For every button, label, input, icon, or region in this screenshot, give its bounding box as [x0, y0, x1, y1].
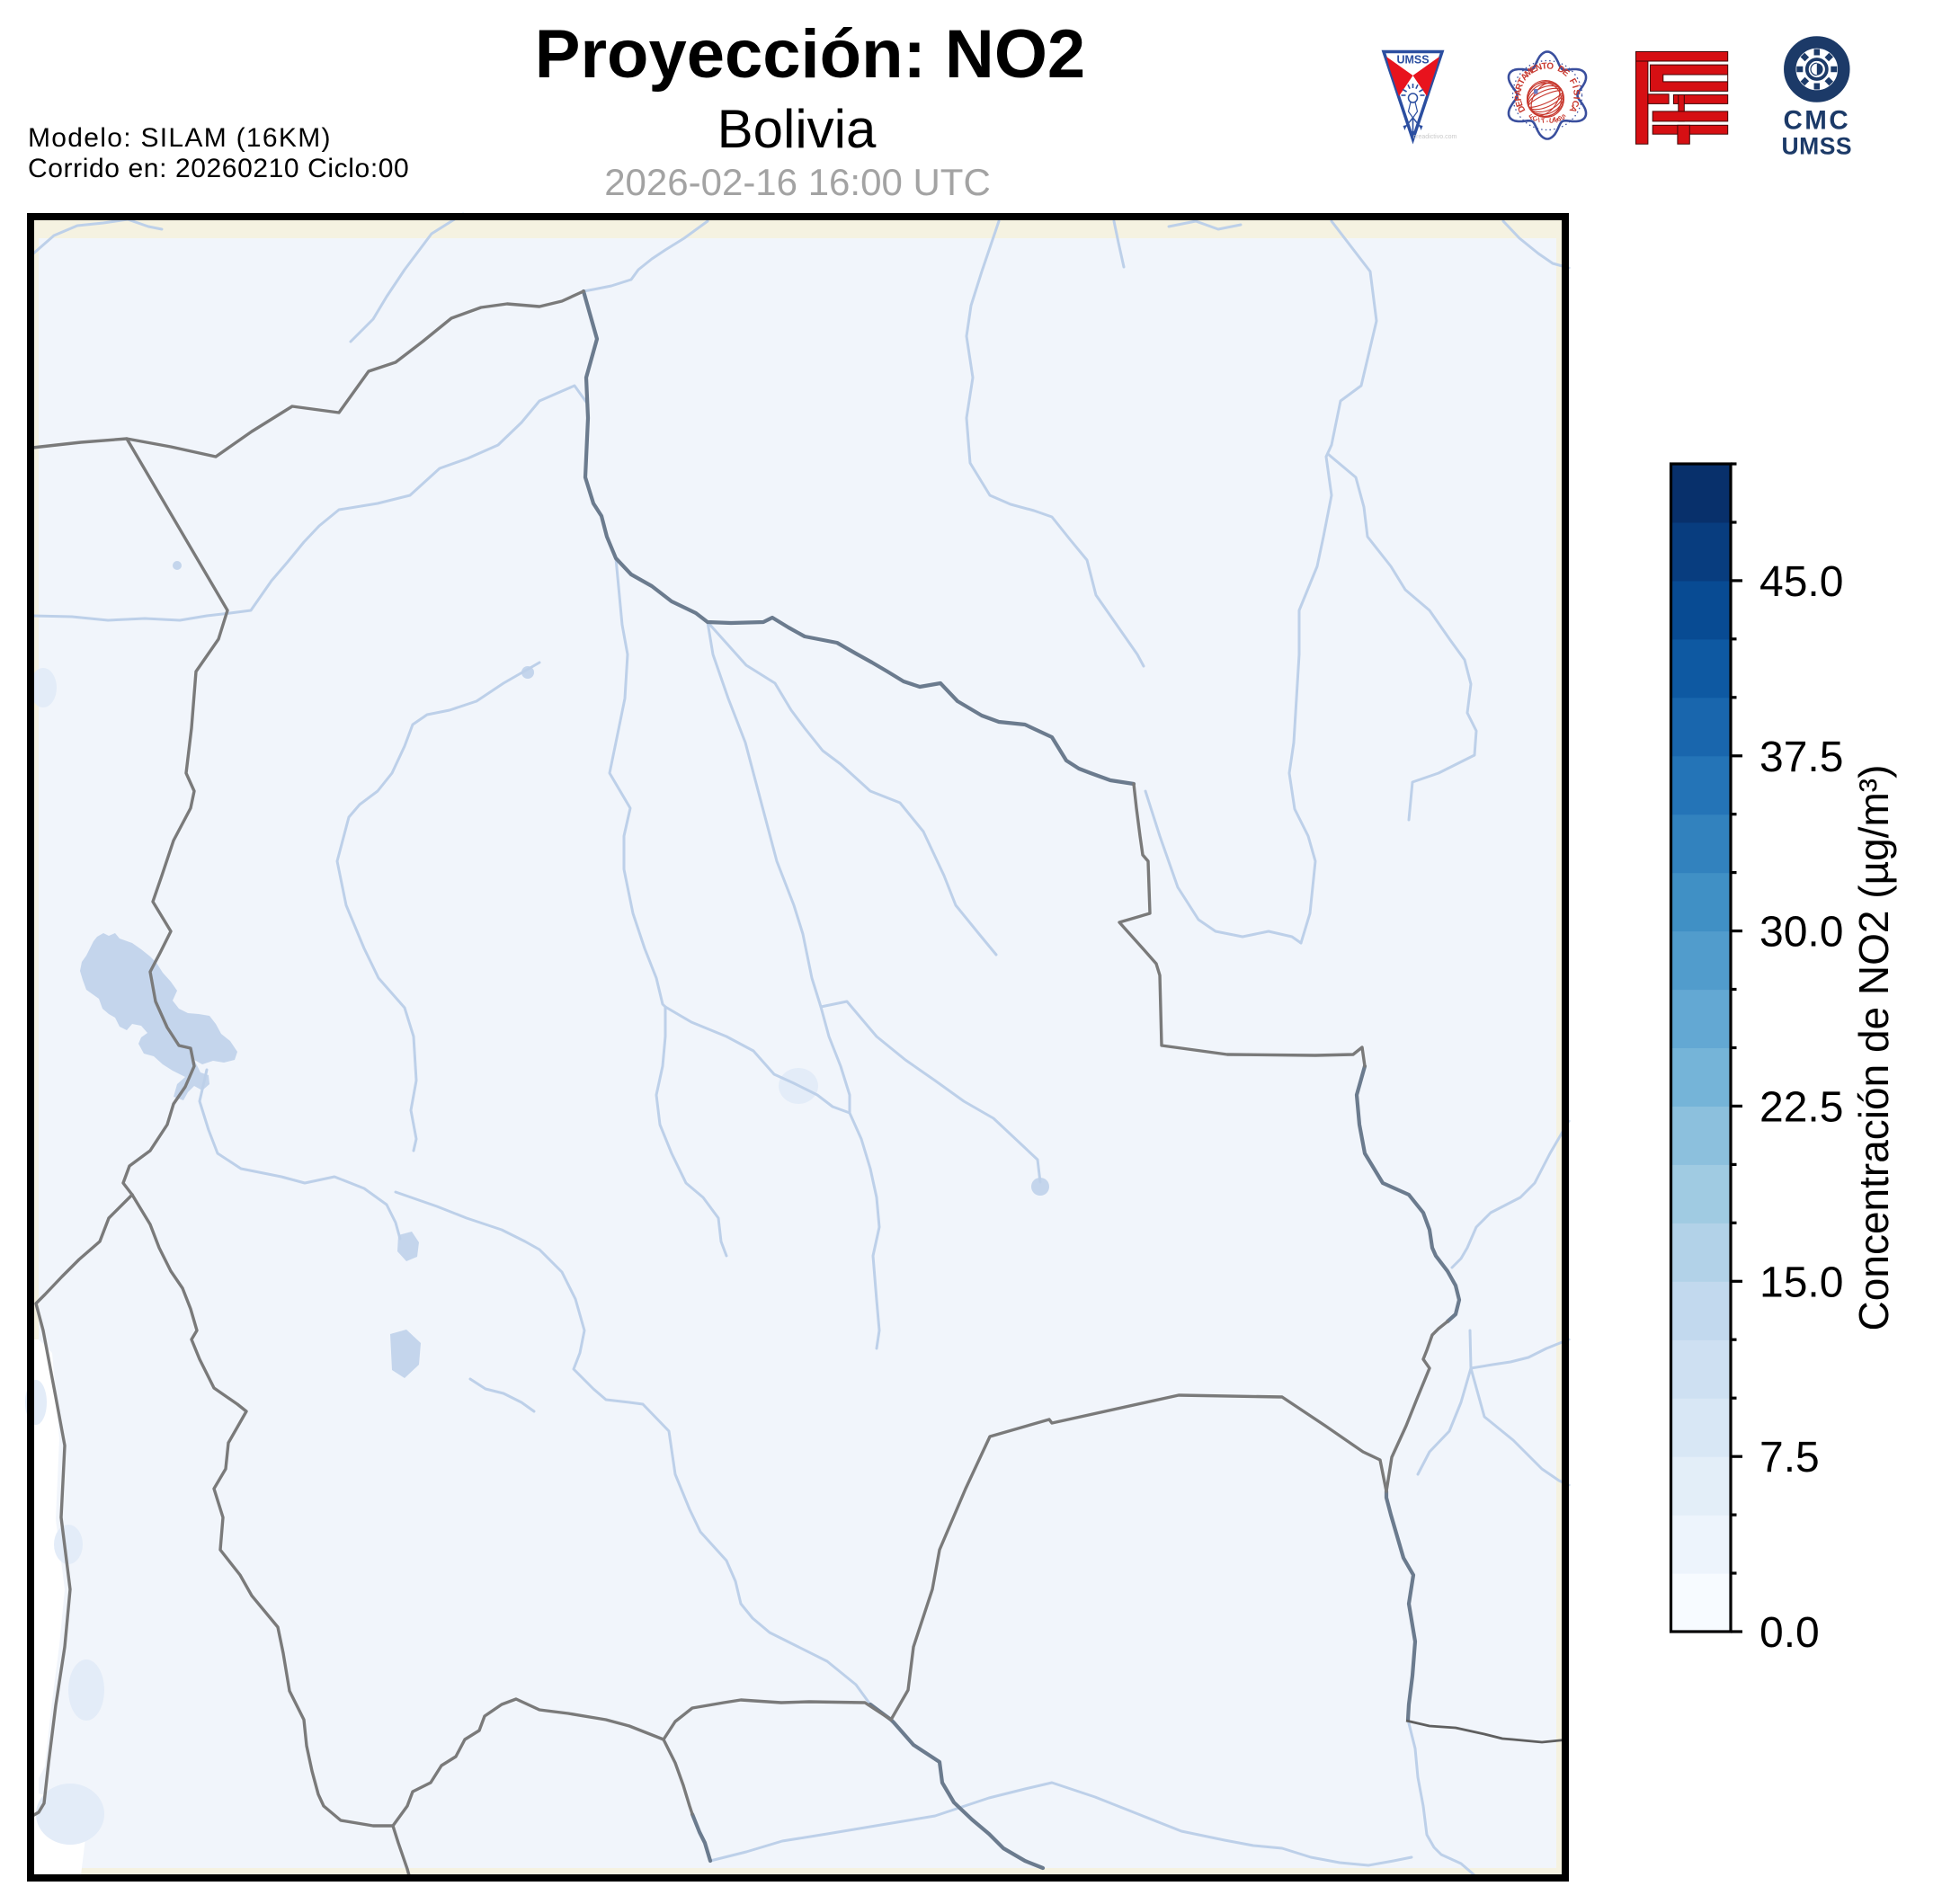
svg-text:37.5: 37.5 [1759, 734, 1843, 781]
svg-text:U: U [1548, 116, 1554, 125]
svg-text:22.5: 22.5 [1759, 1083, 1843, 1131]
svg-text:T: T [1540, 116, 1546, 125]
svg-text:Modelo: SILAM (16KM): Modelo: SILAM (16KM) [28, 123, 332, 153]
svg-text:45.0: 45.0 [1759, 558, 1843, 606]
svg-text:30.0: 30.0 [1759, 909, 1843, 956]
svg-text:2026-02-16 16:00 UTC: 2026-02-16 16:00 UTC [604, 161, 991, 203]
svg-text:P: P [1513, 94, 1524, 102]
svg-text:7.5: 7.5 [1759, 1434, 1820, 1481]
svg-text:CMC: CMC [1783, 106, 1850, 136]
svg-text:F: F [1567, 77, 1579, 87]
svg-text:Corrido en: 20260210 Ciclo:00: Corrido en: 20260210 Ciclo:00 [28, 154, 409, 183]
svg-text:Concentración de NO2 (µg/m³): Concentración de NO2 (µg/m³) [1850, 765, 1897, 1331]
svg-text:-: - [1546, 117, 1549, 125]
svg-text:C: C [1531, 114, 1539, 124]
svg-text:UMSS: UMSS [1782, 133, 1853, 160]
svg-text:D: D [1555, 64, 1566, 76]
svg-text:creadictivo.com: creadictivo.com [1413, 134, 1457, 140]
svg-text:E: E [1528, 64, 1538, 76]
svg-text:T: T [1517, 77, 1528, 87]
svg-text:15.0: 15.0 [1759, 1259, 1843, 1306]
svg-text:A: A [1513, 89, 1524, 96]
svg-text:Proyección: NO2: Proyección: NO2 [535, 16, 1085, 93]
svg-text:C: C [1569, 99, 1581, 108]
svg-text:UMSS: UMSS [1396, 54, 1429, 67]
svg-text:Bolivia: Bolivia [717, 99, 877, 159]
svg-text:I: I [1571, 96, 1581, 100]
svg-text:N: N [1535, 62, 1544, 74]
svg-text:R: R [1514, 82, 1526, 92]
svg-text:F: F [1528, 112, 1536, 121]
svg-text:A: A [1567, 103, 1579, 114]
svg-text:S: S [1555, 114, 1563, 123]
svg-text:S: S [1571, 89, 1581, 96]
svg-text:M: M [1552, 115, 1559, 124]
svg-text:E: E [1514, 99, 1526, 108]
svg-text:T: T [1541, 61, 1547, 72]
svg-text:S: S [1559, 112, 1567, 121]
svg-text:0.0: 0.0 [1759, 1609, 1820, 1657]
svg-text:/: / [1537, 116, 1542, 124]
svg-text:D: D [1516, 103, 1528, 114]
svg-text:O: O [1546, 61, 1554, 72]
svg-text:Í: Í [1570, 84, 1581, 90]
